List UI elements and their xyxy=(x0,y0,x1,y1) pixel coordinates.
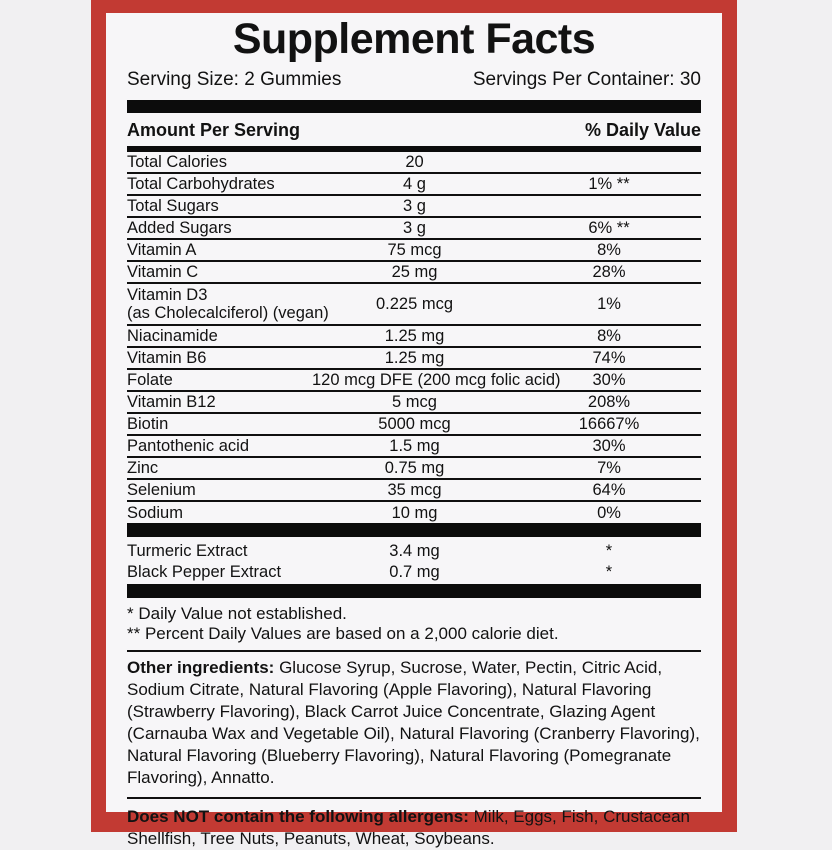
nutrient-name: Total Calories xyxy=(127,153,227,171)
nutrient-row-turmeric-extract: Turmeric Extract 3.4 mg * xyxy=(127,540,701,561)
nutrient-row-biotin: Biotin 5000 mcg 16667% xyxy=(127,414,701,436)
nutrient-amount: 120 mcg DFE (200 mcg folic acid) xyxy=(312,371,561,389)
nutrient-amount: 3 g xyxy=(403,197,426,215)
footnote-daily-value: * Daily Value not established. xyxy=(127,604,347,623)
serving-size: Serving Size: 2 Gummies xyxy=(127,69,342,90)
nutrient-name: Vitamin A xyxy=(127,241,197,259)
nutrient-row-pantothenic-acid: Pantothenic acid 1.5 mg 30% xyxy=(127,436,701,458)
nutrient-dv: 1% xyxy=(597,295,621,313)
nutrient-name: Folate xyxy=(127,371,173,389)
nutrient-name: Vitamin D3 (as Cholecalciferol) (vegan) xyxy=(127,286,329,322)
nutrient-row-vitamin-b12: Vitamin B12 5 mcg 208% xyxy=(127,392,701,414)
nutrient-dv: * xyxy=(605,541,613,560)
serving-info-row: Serving Size: 2 Gummies Servings Per Con… xyxy=(127,69,701,91)
nutrient-amount: 1.25 mg xyxy=(384,349,445,367)
nutrient-amount: 0.225 mcg xyxy=(375,295,454,313)
nutrient-row-niacinamide: Niacinamide 1.25 mg 8% xyxy=(127,326,701,348)
nutrient-amount: 20 xyxy=(405,153,424,171)
nutrient-dv: 8% xyxy=(597,241,621,259)
nutrient-amount: 25 mg xyxy=(391,263,438,281)
other-ingredients-text: Glucose Syrup, Sucrose, Water, Pectin, C… xyxy=(127,658,700,787)
allergens-statement: Does NOT contain the following allergens… xyxy=(127,799,701,850)
nutrient-dv: 7% xyxy=(597,459,621,477)
nutrient-row-black-pepper-extract: Black Pepper Extract 0.7 mg * xyxy=(127,561,701,582)
nutrient-name: Biotin xyxy=(127,415,169,433)
extracts-block: Turmeric Extract 3.4 mg * Black Pepper E… xyxy=(127,537,701,584)
nutrient-dv: 64% xyxy=(592,481,626,499)
nutrient-amount: 0.75 mg xyxy=(384,459,445,477)
column-header-daily-value: % Daily Value xyxy=(584,120,701,140)
nutrient-row-folate: Folate 120 mcg DFE (200 mcg folic acid) … xyxy=(127,370,701,392)
nutrient-name: Total Sugars xyxy=(127,197,219,215)
nutrient-name: Niacinamide xyxy=(127,327,218,345)
nutrient-amount: 3 g xyxy=(403,219,426,237)
other-ingredients-label: Other ingredients: xyxy=(127,658,275,677)
nutrient-amount: 5000 mcg xyxy=(378,415,451,433)
nutrient-dv: 74% xyxy=(592,349,626,367)
separator-bar-header xyxy=(127,146,701,152)
nutrient-row-vitamin-d3: Vitamin D3 (as Cholecalciferol) (vegan) … xyxy=(127,284,701,326)
nutrient-amount: 75 mcg xyxy=(387,241,442,259)
nutrient-name: Vitamin B12 xyxy=(127,393,216,411)
nutrient-dv: 1% ** xyxy=(588,175,630,193)
separator-bar-extracts-top xyxy=(127,523,701,537)
footnotes-block: * Daily Value not established. ** Percen… xyxy=(127,598,701,652)
nutrient-name: Pantothenic acid xyxy=(127,437,250,455)
nutrient-row-added-sugars: Added Sugars 3 g 6% ** xyxy=(127,218,701,240)
nutrient-name: Turmeric Extract xyxy=(127,541,248,560)
nutrient-row-total-carbohydrates: Total Carbohydrates 4 g 1% ** xyxy=(127,174,701,196)
other-ingredients: Other ingredients: Glucose Syrup, Sucros… xyxy=(127,652,701,799)
nutrient-row-vitamin-c: Vitamin C 25 mg 28% xyxy=(127,262,701,284)
nutrient-amount: 10 mg xyxy=(391,503,438,522)
nutrient-amount: 35 mcg xyxy=(387,481,442,499)
nutrient-row-total-calories: Total Calories 20 xyxy=(127,152,701,174)
nutrient-dv: 30% xyxy=(592,437,626,455)
panel-title: Supplement Facts xyxy=(232,15,596,63)
nutrient-dv: 208% xyxy=(587,393,631,411)
allergens-label: Does NOT contain the following allergens… xyxy=(127,807,469,826)
nutrient-amount: 1.25 mg xyxy=(384,327,445,345)
nutrient-dv: 8% xyxy=(597,327,621,345)
separator-bar-top xyxy=(127,100,701,113)
nutrient-dv: * xyxy=(605,562,613,581)
nutrient-row-vitamin-b6: Vitamin B6 1.25 mg 74% xyxy=(127,348,701,370)
nutrient-row-vitamin-a: Vitamin A 75 mcg 8% xyxy=(127,240,701,262)
nutrient-name: Zinc xyxy=(127,459,159,477)
servings-per-container: Servings Per Container: 30 xyxy=(472,69,701,90)
nutrient-dv: 28% xyxy=(592,263,626,281)
nutrient-name-line2: (as Cholecalciferol) (vegan) xyxy=(127,304,329,322)
nutrient-amount: 3.4 mg xyxy=(389,541,440,560)
nutrient-dv: 30% xyxy=(592,371,626,389)
nutrient-amount: 4 g xyxy=(403,175,426,193)
nutrient-name: Total Carbohydrates xyxy=(127,175,275,193)
nutrient-name: Added Sugars xyxy=(127,219,232,237)
nutrient-name: Vitamin B6 xyxy=(127,349,207,367)
nutrient-row-zinc: Zinc 0.75 mg 7% xyxy=(127,458,701,480)
nutrient-dv: 0% xyxy=(597,503,621,522)
nutrient-name: Selenium xyxy=(127,481,196,499)
nutrient-dv: 16667% xyxy=(578,415,640,433)
footnote-percent-dv: ** Percent Daily Values are based on a 2… xyxy=(127,624,559,643)
column-header-amount: Amount Per Serving xyxy=(127,120,301,140)
nutrient-name-line1: Vitamin D3 xyxy=(127,286,208,304)
supplement-facts-panel: Supplement Facts Serving Size: 2 Gummies… xyxy=(91,0,737,848)
nutrient-row-selenium: Selenium 35 mcg 64% xyxy=(127,480,701,502)
separator-bar-extracts-bottom xyxy=(127,584,701,598)
nutrient-row-sodium: Sodium 10 mg 0% xyxy=(127,502,701,523)
nutrient-amount: 1.5 mg xyxy=(389,437,440,455)
nutrient-dv: 6% ** xyxy=(588,219,630,237)
panel-content: Supplement Facts Serving Size: 2 Gummies… xyxy=(106,16,722,850)
nutrient-name: Vitamin C xyxy=(127,263,199,281)
nutrient-row-total-sugars: Total Sugars 3 g xyxy=(127,196,701,218)
column-header-row: Amount Per Serving % Daily Value xyxy=(127,113,701,146)
nutrient-name: Sodium xyxy=(127,503,183,522)
nutrient-amount: 0.7 mg xyxy=(389,562,440,581)
nutrient-name: Black Pepper Extract xyxy=(127,562,282,581)
nutrient-amount: 5 mcg xyxy=(392,393,437,411)
